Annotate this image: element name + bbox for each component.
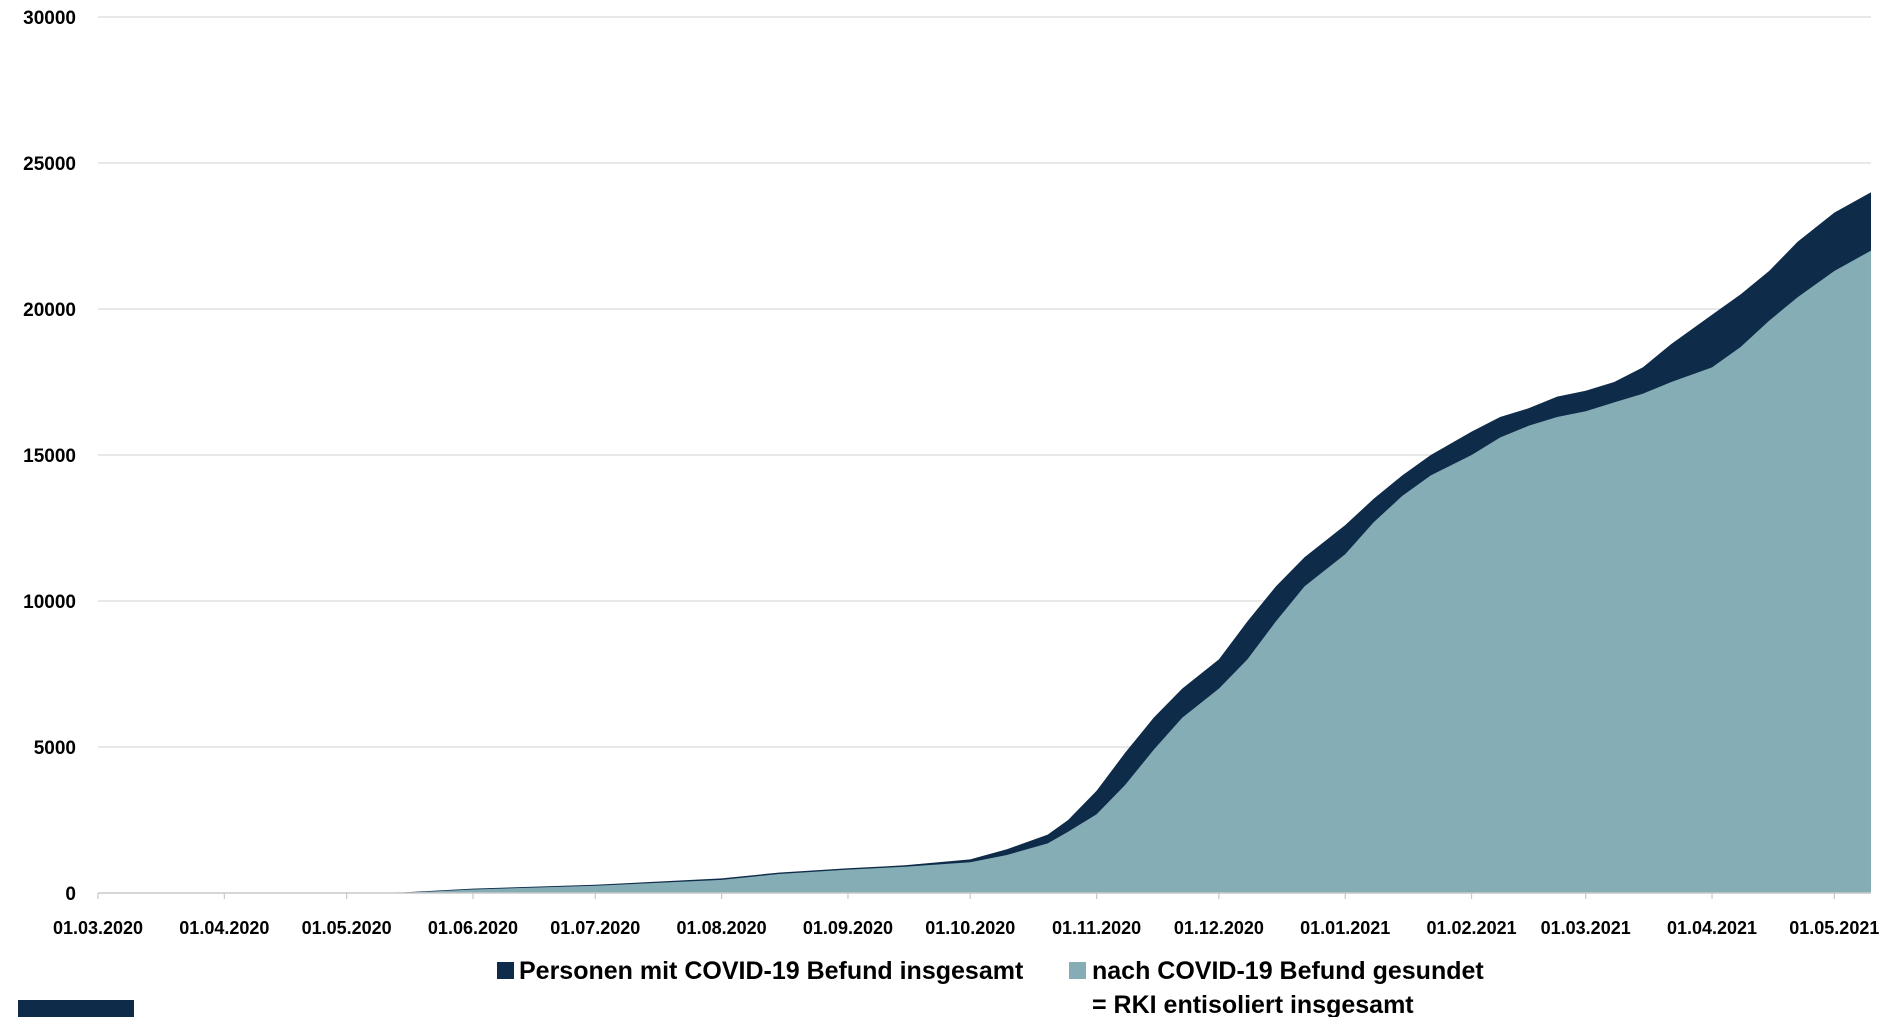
y-tick-label: 20000: [23, 300, 76, 321]
x-tick-label: 01.12.2020: [1174, 918, 1264, 938]
x-tick-label: 01.05.2020: [302, 918, 392, 938]
y-tick-label: 10000: [23, 592, 76, 613]
legend-label-recovered-line2: = RKI entisoliert insgesamt: [1092, 991, 1414, 1017]
y-axis-ticks: 0 5000 10000 15000 20000 25000 30000: [23, 8, 76, 905]
y-tick-label: 25000: [23, 154, 76, 175]
x-tick-label: 01.06.2020: [428, 918, 518, 938]
chart-areas: [98, 192, 1871, 894]
legend: Personen mit COVID-19 Befund insgesamt n…: [497, 957, 1484, 1017]
legend-swatch-recovered: [1069, 962, 1086, 979]
x-axis-ticks: 01.03.2020 01.04.2020 01.05.2020 01.06.2020…: [53, 893, 1879, 938]
x-tick-label: 01.03.2021: [1541, 918, 1631, 938]
x-tick-label: 01.08.2020: [677, 918, 767, 938]
area-recovered: [98, 250, 1871, 894]
y-tick-label: 30000: [23, 8, 76, 29]
x-tick-label: 01.10.2020: [925, 918, 1015, 938]
y-tick-label: 0: [65, 884, 76, 905]
x-tick-label: 01.04.2021: [1667, 918, 1757, 938]
x-tick-label: 01.04.2020: [179, 918, 269, 938]
y-tick-label: 5000: [34, 738, 76, 759]
legend-label-recovered: nach COVID-19 Befund gesundet: [1092, 957, 1484, 985]
x-tick-label: 01.07.2020: [550, 918, 640, 938]
footer-block: [18, 1000, 134, 1017]
x-tick-label: 01.03.2020: [53, 918, 143, 938]
legend-swatch-total: [497, 962, 514, 979]
x-tick-label: 01.11.2020: [1052, 918, 1141, 938]
x-tick-label: 01.05.2021: [1789, 918, 1879, 938]
legend-label-total: Personen mit COVID-19 Befund insgesamt: [519, 957, 1024, 985]
x-tick-label: 01.02.2021: [1427, 918, 1517, 938]
x-tick-label: 01.09.2020: [803, 918, 893, 938]
x-tick-label: 01.01.2021: [1300, 918, 1390, 938]
y-tick-label: 15000: [23, 446, 76, 467]
